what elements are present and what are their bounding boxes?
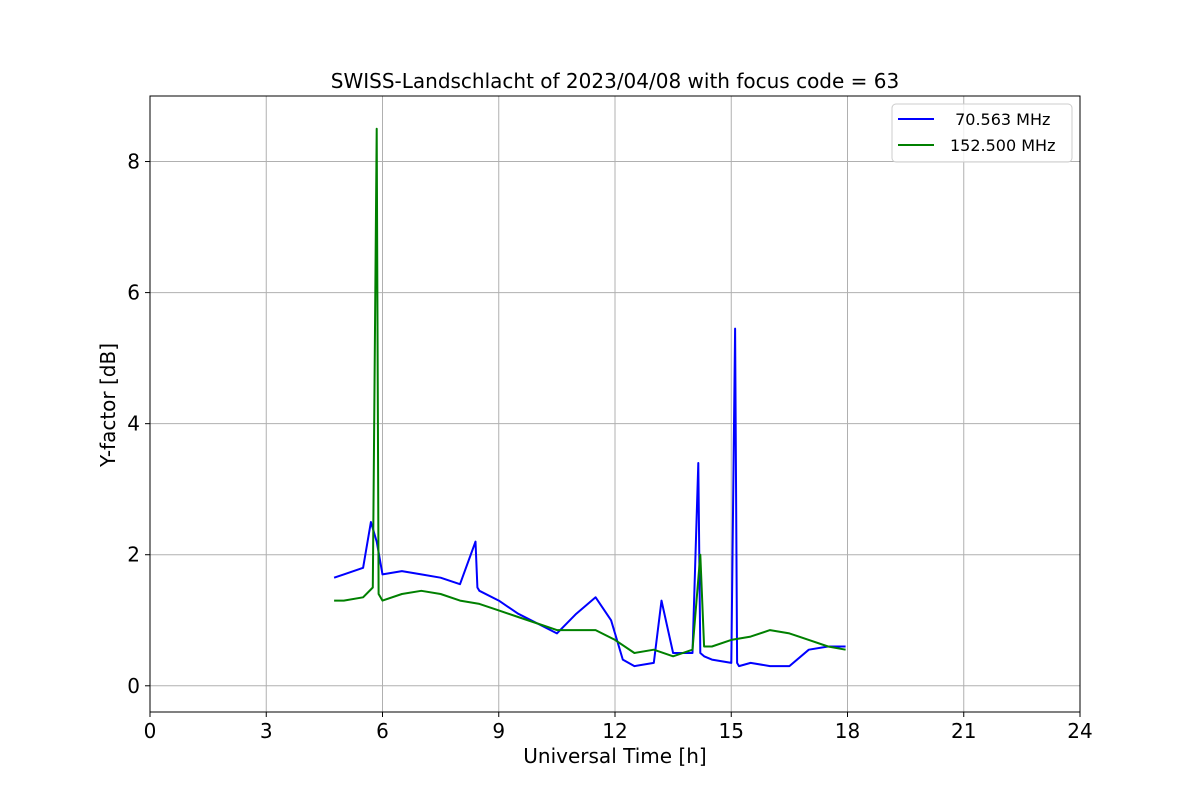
- x-tick-label: 18: [835, 719, 860, 743]
- x-tick-label: 3: [260, 719, 273, 743]
- series-area: [333, 127, 846, 668]
- series-line-1: [334, 127, 846, 658]
- x-axis-label: Universal Time [h]: [523, 744, 706, 768]
- grid: [150, 96, 1080, 712]
- series-line-0: [333, 327, 846, 668]
- x-axis-ticks: 0 3 6 9 12 15 18 21 24: [144, 712, 1093, 743]
- legend-box: [891, 103, 1073, 163]
- y-tick-label: 6: [127, 281, 140, 305]
- y-axis-label: Y-factor [dB]: [96, 343, 120, 468]
- y-tick-label: 8: [127, 150, 140, 174]
- y-tick-label: 2: [127, 543, 140, 567]
- x-tick-label: 15: [719, 719, 744, 743]
- x-tick-label: 12: [602, 719, 627, 743]
- chart-title: SWISS-Landschlacht of 2023/04/08 with fo…: [331, 69, 899, 93]
- y-axis-ticks: 0 2 4 6 8: [127, 150, 150, 698]
- x-tick-label: 24: [1067, 719, 1092, 743]
- y-tick-label: 4: [127, 412, 140, 436]
- legend: 70.563 MHz 152.500 MHz: [891, 103, 1073, 163]
- y-tick-label: 0: [127, 674, 140, 698]
- x-tick-label: 6: [376, 719, 389, 743]
- x-tick-label: 21: [951, 719, 976, 743]
- legend-label-70563: 70.563 MHz: [950, 110, 1050, 129]
- x-tick-label: 0: [144, 719, 157, 743]
- legend-label-152500: 152.500 MHz: [950, 136, 1055, 155]
- x-tick-label: 9: [492, 719, 505, 743]
